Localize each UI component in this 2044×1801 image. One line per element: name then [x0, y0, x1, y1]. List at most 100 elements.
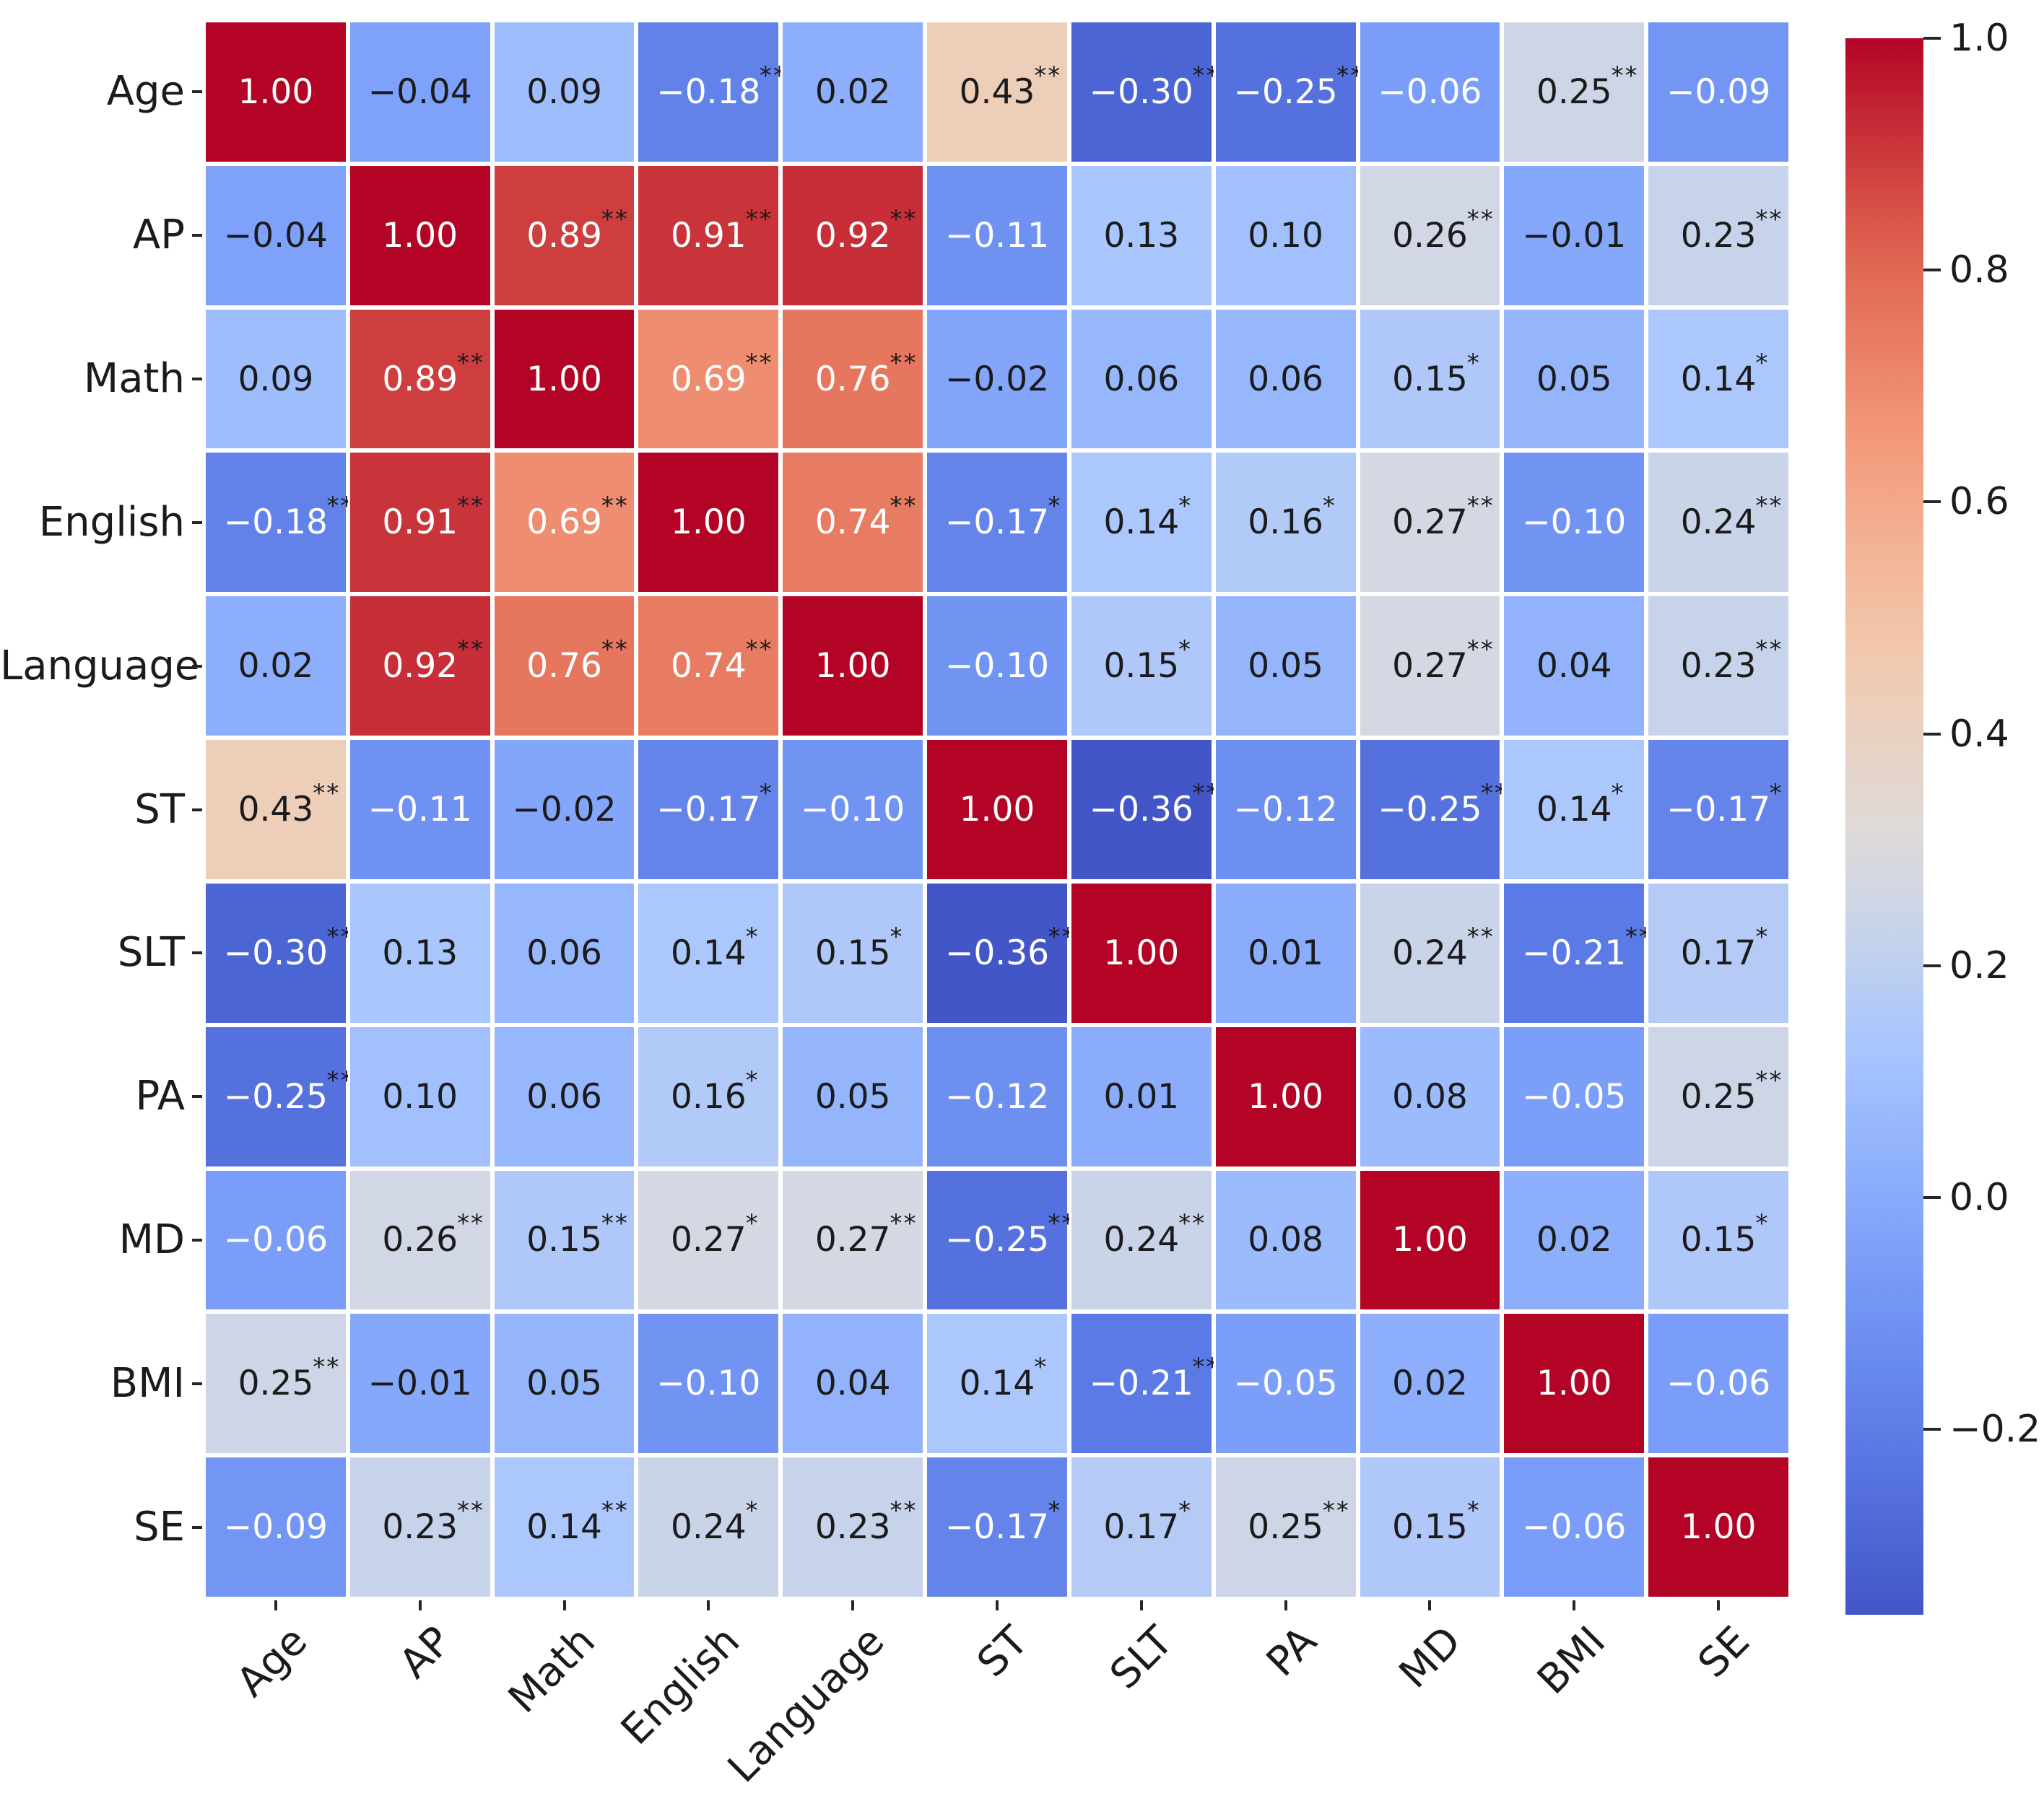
colorbar-tick-label: 0.4	[1949, 712, 2009, 756]
cell-value: 0.17 *	[1103, 1496, 1193, 1548]
significance-stars: *	[1048, 1496, 1062, 1526]
cell-value: 0.74 **	[814, 492, 918, 543]
heatmap-cell: −0.17 *	[1646, 738, 1791, 881]
cell-value: −0.18 **	[223, 492, 355, 543]
y-tick-label-math: Math	[83, 355, 185, 403]
cell-value: 0.27 **	[1392, 492, 1495, 543]
cell-value: 0.15 *	[1392, 1496, 1481, 1548]
significance-stars: *	[1178, 1496, 1193, 1526]
significance-stars: **	[1178, 1209, 1206, 1239]
significance-stars: *	[759, 778, 773, 808]
heatmap-cell: 0.17 *	[1069, 1455, 1214, 1599]
colorbar-tick-label: 0.2	[1949, 943, 2009, 987]
heatmap-cell: 0.14 *	[1502, 738, 1647, 881]
cell-value: 0.25 **	[1536, 61, 1639, 112]
heatmap-cell: 0.76 **	[780, 307, 926, 451]
heatmap-cell: −0.01	[347, 1312, 492, 1456]
significance-stars: **	[1034, 61, 1062, 90]
heatmap-cell: 0.69 **	[636, 307, 781, 451]
heatmap-cell: 0.26 **	[347, 1168, 492, 1312]
cell-value: 0.24 **	[1392, 922, 1495, 973]
cell-value: 0.23 **	[1680, 204, 1783, 256]
cell-value: 0.24 **	[1680, 492, 1783, 543]
heatmap-cell: 0.69 **	[492, 450, 637, 595]
heatmap-cell: 0.14 *	[1069, 450, 1214, 595]
cell-value: 0.16 *	[671, 1065, 760, 1117]
x-tick-label-se: SE	[1689, 1617, 1759, 1688]
significance-stars: **	[1466, 635, 1495, 665]
cell-value: −0.11	[944, 215, 1049, 256]
cell-value: 0.14 *	[1103, 492, 1193, 543]
y-tick-label-se: SE	[134, 1503, 185, 1551]
cell-value: −0.36 **	[944, 922, 1076, 973]
heatmap-cell: −0.10	[636, 1312, 781, 1456]
heatmap-cell: 1.00	[492, 307, 637, 451]
colorbar-tick-label: −0.2	[1949, 1408, 2041, 1452]
heatmap-cell: 0.02	[780, 20, 926, 164]
y-axis-tick	[192, 951, 202, 955]
heatmap-cell: 0.25 **	[1646, 1024, 1791, 1169]
heatmap-cell: 0.15 *	[1646, 1168, 1791, 1312]
cell-value: 0.23 **	[814, 1496, 918, 1548]
heatmap-cell: −0.11	[925, 163, 1069, 308]
heatmap-cell: 0.26 **	[1357, 163, 1502, 308]
significance-stars: **	[457, 1209, 484, 1239]
cell-value: −0.04	[223, 215, 328, 256]
cell-value: −0.21 **	[1522, 922, 1653, 973]
heatmap-cell: −0.06	[1357, 20, 1502, 164]
significance-stars: **	[601, 492, 629, 521]
x-tick-label-ap: AP	[390, 1617, 461, 1688]
cell-value: −0.21 **	[1089, 1353, 1220, 1404]
cell-value: 0.09	[238, 359, 314, 399]
y-tick-label-english: English	[38, 498, 185, 546]
significance-stars: **	[1466, 204, 1495, 234]
heatmap-cell: −0.18 **	[204, 450, 355, 595]
x-tick-label-math: Math	[500, 1617, 605, 1722]
heatmap-cell: 1.00	[1646, 1455, 1791, 1599]
heatmap-cell: −0.10	[780, 738, 926, 881]
significance-stars: **	[1466, 492, 1495, 521]
y-tick-label-slt: SLT	[117, 929, 185, 977]
colorbar-tick-label: 0.8	[1949, 248, 2009, 292]
cell-value: 0.25 **	[1248, 1496, 1350, 1548]
significance-stars: **	[601, 1496, 629, 1526]
cell-value: 0.14 *	[1536, 778, 1625, 829]
heatmap-cell: 0.05	[492, 1312, 637, 1456]
heatmap-cell: 1.00	[1213, 1024, 1358, 1169]
heatmap-cell: 0.23 **	[780, 1455, 926, 1599]
cell-value: 0.04	[1536, 646, 1612, 686]
heatmap-cell: 0.25 **	[204, 1312, 348, 1456]
cell-value: 0.06	[526, 1076, 602, 1117]
y-tick-label-st: ST	[134, 785, 185, 833]
heatmap-cell: 1.00	[925, 738, 1069, 881]
colorbar-tick-label: 1.0	[1949, 17, 2009, 60]
y-axis-tick	[192, 1095, 202, 1099]
cell-value: 0.15 *	[814, 922, 904, 973]
significance-stars: *	[1755, 1209, 1770, 1239]
heatmap-cell: −0.10	[1502, 450, 1647, 595]
cell-value: 0.10	[382, 1076, 458, 1117]
x-tick-label-slt: SLT	[1100, 1617, 1182, 1698]
y-axis-tick	[192, 808, 202, 811]
heatmap-cell: −0.36 **	[1069, 738, 1218, 881]
heatmap-cell: 0.10	[1213, 163, 1358, 308]
heatmap-cell: 0.14 *	[1646, 307, 1791, 451]
x-axis-tick	[1717, 1600, 1721, 1610]
cell-value: 0.89 **	[526, 204, 629, 256]
colorbar-tick	[1923, 1195, 1941, 1199]
cell-value: 0.17 *	[1680, 922, 1770, 973]
colorbar-tick-label: 0.0	[1949, 1175, 2009, 1219]
heatmap-cell: 0.08	[1357, 1024, 1502, 1169]
significance-stars: **	[890, 1496, 918, 1526]
heatmap-cell: −0.12	[925, 1024, 1069, 1169]
heatmap-cell: 0.24 *	[636, 1455, 781, 1599]
significance-stars: **	[890, 348, 918, 378]
cell-value: 0.09	[526, 71, 602, 112]
y-axis-tick	[192, 1382, 202, 1385]
cell-value: −0.25 **	[223, 1065, 355, 1117]
heatmap-cell: −0.04	[347, 20, 492, 164]
significance-stars: **	[745, 204, 773, 234]
cell-value: 0.02	[1536, 1220, 1612, 1260]
cell-value: 1.00	[814, 646, 891, 686]
